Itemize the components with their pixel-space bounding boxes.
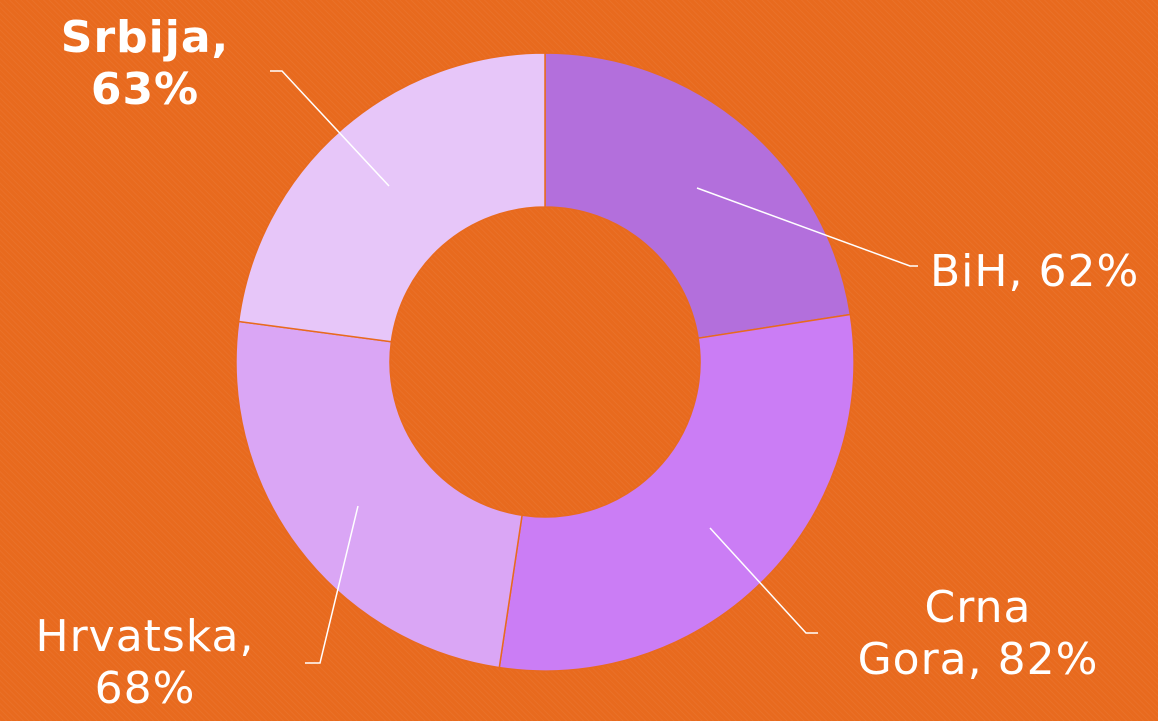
label-crna-gora-line1: Crna (924, 582, 1032, 633)
slice-srbija (237, 52, 546, 343)
leader-line-bih (696, 187, 918, 267)
slice-bih (544, 52, 852, 340)
slice-crna-gora (498, 313, 855, 672)
label-srbija-line1: Srbija, (60, 12, 230, 63)
label-hrvatska-line1: Hrvatska, (35, 611, 255, 662)
leader-lines (270, 70, 918, 664)
leader-line-crna-gora (709, 527, 818, 634)
label-hrvatska-line2: 68% (94, 663, 196, 714)
label-srbija-line2: 63% (90, 64, 200, 115)
label-hrvatska: Hrvatska, 68% (10, 611, 280, 715)
label-crna-gora: Crna Gora, 82% (838, 582, 1118, 686)
label-crna-gora-line2: Gora, 82% (857, 634, 1099, 685)
leader-line-srbija (270, 70, 390, 187)
slice-hrvatska (235, 320, 523, 669)
label-srbija: Srbija, 63% (20, 12, 270, 116)
label-bih-text: BiH, 62% (930, 246, 1140, 297)
label-bih: BiH, 62% (930, 246, 1139, 298)
slices-group (235, 52, 855, 672)
leader-line-hrvatska (305, 505, 359, 664)
